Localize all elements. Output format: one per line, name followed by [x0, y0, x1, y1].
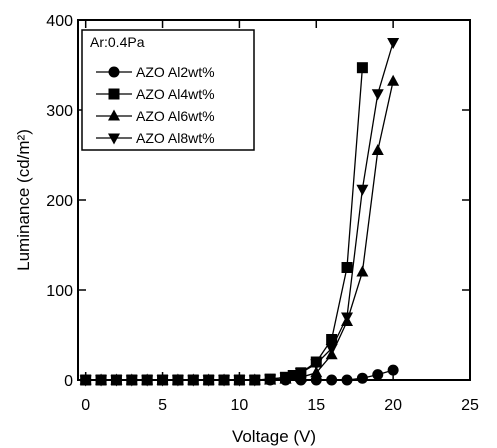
- data-point-s0-17: [341, 374, 353, 386]
- data-point-s3-13: [279, 372, 292, 384]
- legend-entry-label: AZO Al4wt%: [136, 86, 215, 102]
- data-point-s1-19: [356, 62, 368, 74]
- data-point-s1-18: [341, 262, 353, 273]
- data-point-s3-16: [325, 344, 338, 355]
- data-point-s3-0: [79, 375, 92, 387]
- legend-entries: AZO Al2wt% AZO Al4wt% AZO Al6wt% AZO Al8wt%: [96, 64, 215, 146]
- data-point-s3-2: [110, 375, 123, 387]
- legend-marker-3: [108, 133, 120, 145]
- data-point-s2-18: [356, 265, 369, 277]
- y-tick-label: 400: [46, 13, 73, 30]
- data-point-s3-19: [371, 89, 384, 101]
- data-point-s3-1: [95, 375, 108, 387]
- legend-marker-2: [108, 109, 120, 121]
- data-point-s3-9: [218, 375, 231, 387]
- x-tick-label: 5: [158, 397, 167, 414]
- data-point-s3-14: [294, 368, 307, 380]
- x-tick-label: 20: [384, 397, 402, 414]
- data-point-s3-4: [141, 375, 154, 387]
- data-point-s2-20: [387, 74, 400, 86]
- legend-marker-0: [108, 66, 120, 78]
- data-point-s0-16: [326, 374, 338, 386]
- data-point-s3-15: [310, 359, 323, 371]
- legend-entry-label: AZO Al6wt%: [136, 108, 215, 124]
- legend: Ar:0.4Pa AZO Al2wt%AZO Al4wt%AZO Al6wt%A…: [81, 29, 255, 151]
- data-point-s3-12: [264, 374, 277, 386]
- x-tick-label: 10: [231, 397, 249, 414]
- tick-labels: 0 5 10 15 20 25 0 100 200 300 400: [46, 13, 479, 414]
- y-tick-label: 100: [46, 283, 73, 300]
- data-point-s3-8: [202, 375, 215, 387]
- data-point-s3-10: [233, 375, 246, 387]
- y-tick-label: 0: [64, 373, 73, 390]
- data-point-s1-17: [326, 334, 338, 345]
- data-point-s3-17: [341, 312, 354, 324]
- series-layer: [79, 38, 400, 387]
- data-point-s0-18: [356, 372, 368, 384]
- legend-title: Ar:0.4Pa: [90, 34, 145, 50]
- x-axis-label: Voltage (V): [232, 427, 316, 446]
- y-axis-label: Luminance (cd/m²): [14, 129, 33, 271]
- data-point-s3-7: [187, 375, 200, 387]
- y-tick-label: 300: [46, 103, 73, 120]
- data-point-s0-19: [372, 369, 384, 381]
- data-point-s3-20: [387, 38, 400, 49]
- x-tick-label: 25: [461, 397, 479, 414]
- legend-marker-1: [108, 88, 120, 100]
- x-tick-label: 15: [307, 397, 325, 414]
- data-point-s2-15: [310, 366, 323, 378]
- legend-entry-label: AZO Al8wt%: [136, 130, 215, 146]
- data-point-s3-18: [356, 184, 369, 196]
- y-tick-label: 200: [46, 193, 73, 210]
- data-point-s2-19: [371, 144, 384, 155]
- data-point-s0-20: [387, 364, 399, 376]
- data-point-s3-5: [156, 375, 169, 387]
- data-point-s3-3: [125, 375, 138, 387]
- x-tick-label: 0: [81, 397, 90, 414]
- legend-entry-label: AZO Al2wt%: [136, 64, 215, 80]
- series-3: [79, 38, 400, 387]
- data-point-s3-11: [248, 375, 261, 387]
- data-point-s3-6: [171, 375, 184, 387]
